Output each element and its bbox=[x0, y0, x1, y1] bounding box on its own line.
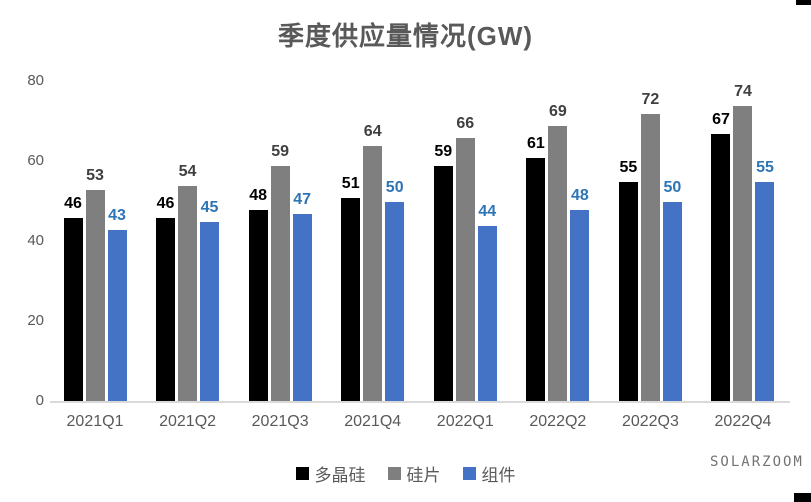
data-label-module: 55 bbox=[756, 159, 774, 176]
x-axis-label: 2021Q1 bbox=[66, 413, 124, 430]
bar-module bbox=[477, 226, 497, 402]
data-label-polysilicon: 48 bbox=[249, 187, 268, 204]
bar-wafer bbox=[270, 166, 290, 402]
data-label-polysilicon: 46 bbox=[156, 195, 175, 212]
bar-module bbox=[755, 182, 775, 402]
bar-polysilicon bbox=[711, 134, 731, 402]
bar-module bbox=[107, 230, 127, 402]
bar-module bbox=[662, 202, 682, 402]
bar-wafer bbox=[178, 186, 198, 402]
legend-label: 多晶硅 bbox=[314, 466, 366, 485]
bar-wafer bbox=[733, 106, 753, 402]
x-axis-label: 2021Q3 bbox=[251, 413, 309, 430]
data-label-module: 45 bbox=[200, 199, 219, 216]
legend-item-polysilicon: 多晶硅 bbox=[295, 461, 366, 486]
bar-polysilicon bbox=[618, 182, 638, 402]
x-axis-line bbox=[50, 401, 790, 403]
data-label-module: 48 bbox=[570, 187, 589, 204]
bar-module bbox=[200, 222, 220, 402]
legend: 多晶硅 硅片 组件 bbox=[0, 461, 811, 486]
legend-item-wafer: 硅片 bbox=[387, 461, 441, 486]
legend-label: 硅片 bbox=[406, 466, 441, 485]
x-axis-label: 2022Q3 bbox=[621, 413, 679, 430]
data-label-wafer: 64 bbox=[363, 123, 382, 140]
legend-swatch-icon bbox=[295, 467, 309, 480]
top-right-mark bbox=[796, 0, 811, 5]
bar-wafer bbox=[640, 114, 660, 402]
data-label-wafer: 59 bbox=[271, 143, 290, 160]
data-label-wafer: 69 bbox=[548, 103, 567, 120]
x-axis-label: 2022Q4 bbox=[714, 413, 772, 430]
x-axis-label: 2022Q1 bbox=[436, 413, 494, 430]
legend-label: 组件 bbox=[481, 466, 516, 485]
bar-wafer bbox=[455, 138, 475, 402]
bar-module bbox=[385, 202, 405, 402]
bar-module bbox=[292, 214, 312, 402]
bar-module bbox=[570, 210, 590, 402]
x-axis-label: 2021Q2 bbox=[159, 413, 217, 430]
data-label-polysilicon: 67 bbox=[712, 111, 730, 128]
y-tick-label: 0 bbox=[35, 392, 44, 409]
chart-title: 季度供应量情况(GW) bbox=[277, 21, 534, 51]
x-axis-label: 2022Q2 bbox=[529, 413, 587, 430]
data-label-wafer: 66 bbox=[456, 115, 475, 132]
legend-swatch-icon bbox=[462, 467, 476, 480]
bar-wafer bbox=[85, 190, 105, 402]
data-label-module: 43 bbox=[108, 207, 126, 224]
x-axis-label: 2021Q4 bbox=[344, 413, 402, 430]
data-label-polysilicon: 51 bbox=[341, 175, 360, 192]
bar-polysilicon bbox=[248, 210, 268, 402]
data-label-module: 44 bbox=[478, 203, 497, 220]
data-label-module: 50 bbox=[663, 179, 682, 196]
y-tick-label: 80 bbox=[27, 72, 44, 89]
data-label-wafer: 54 bbox=[178, 163, 197, 180]
bar-wafer bbox=[548, 126, 568, 402]
legend-swatch-icon bbox=[387, 467, 401, 480]
data-label-wafer: 53 bbox=[86, 167, 104, 184]
bar-polysilicon bbox=[156, 218, 176, 402]
bar-polysilicon bbox=[341, 198, 361, 402]
legend-item-module: 组件 bbox=[462, 461, 516, 486]
data-label-polysilicon: 55 bbox=[619, 159, 638, 176]
bar-polysilicon bbox=[63, 218, 83, 402]
bottom-right-mark bbox=[794, 493, 811, 502]
data-label-wafer: 74 bbox=[734, 83, 752, 100]
y-tick-label: 20 bbox=[27, 312, 44, 329]
bar-polysilicon bbox=[526, 158, 546, 402]
watermark-text: SOLARZOOM bbox=[710, 454, 804, 470]
data-label-module: 50 bbox=[385, 179, 404, 196]
y-tick-label: 40 bbox=[27, 232, 44, 249]
bar-polysilicon bbox=[433, 166, 453, 402]
data-label-module: 47 bbox=[293, 191, 312, 208]
data-label-polysilicon: 61 bbox=[526, 135, 545, 152]
data-label-polysilicon: 59 bbox=[434, 143, 453, 160]
data-label-wafer: 72 bbox=[641, 91, 660, 108]
data-label-polysilicon: 46 bbox=[64, 195, 82, 212]
bar-wafer bbox=[363, 146, 383, 402]
y-tick-label: 60 bbox=[27, 152, 44, 169]
